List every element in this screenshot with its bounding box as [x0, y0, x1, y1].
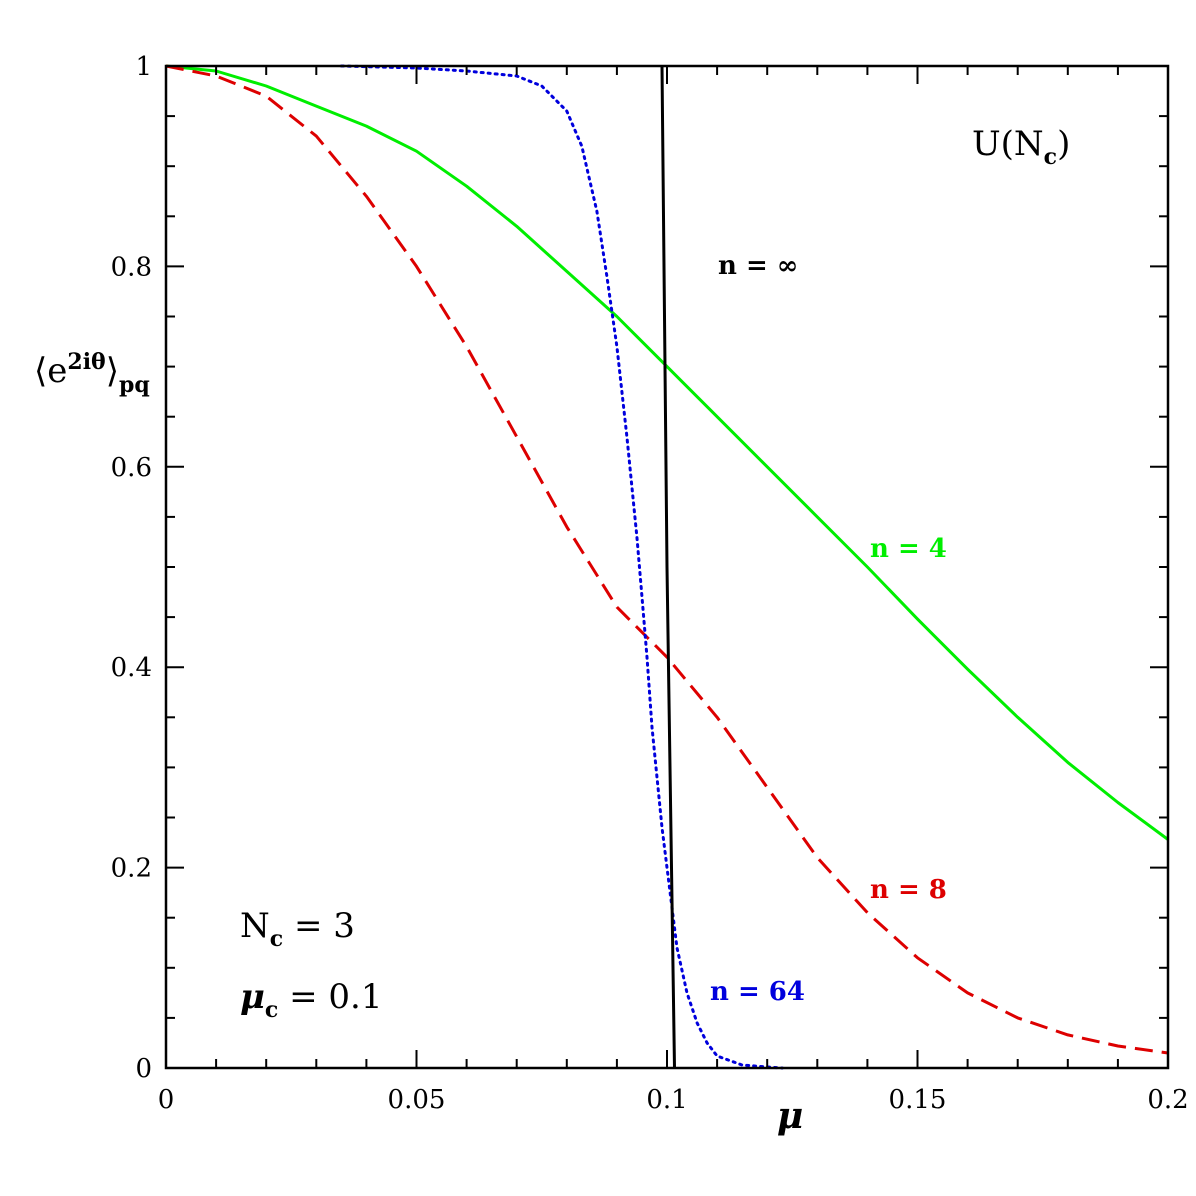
label-n-4: n = 4	[870, 534, 947, 564]
label-nc: Nc = 3	[240, 906, 355, 952]
tick-labels: 0 0.05 0.1 0.15 0.2 0 0.2 0.4 0.6 0.8 1	[111, 52, 1189, 1115]
y-tick-label: 0.4	[111, 653, 152, 683]
label-muc-sub: c	[265, 997, 278, 1023]
series-line-0	[165, 64, 1169, 841]
series-layer	[165, 64, 1169, 1070]
y-axis-title-sub: pq	[119, 372, 150, 398]
plot-frame	[164, 64, 1170, 1070]
y-tick-label: 1	[135, 52, 152, 82]
label-muc-rest: = 0.1	[278, 977, 382, 1017]
label-nc-sub: c	[270, 926, 283, 952]
y-axis-title-open: ⟨	[34, 351, 47, 391]
label-nc-rest: = 3	[283, 906, 355, 946]
x-tick-label: 0.05	[388, 1085, 446, 1115]
y-tick-label: 0	[135, 1054, 152, 1084]
x-tick-label: 0.2	[1147, 1085, 1188, 1115]
group-label-text: U(N	[972, 124, 1044, 164]
group-label-close: )	[1057, 124, 1070, 164]
y-tick-label: 0.8	[111, 252, 152, 282]
y-tick-label: 0.2	[111, 854, 152, 884]
series-line-2	[339, 64, 784, 1070]
group-label: U(Nc)	[972, 124, 1070, 170]
y-axis-title: ⟨e2iθ⟩pq	[34, 349, 150, 398]
group-label-sub: c	[1044, 144, 1057, 170]
y-axis-title-base: e	[47, 351, 67, 391]
y-axis-title-close: ⟩	[106, 351, 119, 391]
x-tick-label: 0.15	[889, 1085, 947, 1115]
series-line-3	[660, 65, 676, 1069]
x-tick-label: 0.1	[646, 1085, 687, 1115]
x-axis-title: μ	[777, 1095, 803, 1137]
y-axis-title-sup: 2iθ	[67, 349, 105, 375]
label-n-64: n = 64	[710, 977, 805, 1007]
y-tick-label: 0.6	[111, 453, 152, 483]
label-muc: μc = 0.1	[240, 977, 382, 1023]
label-nc-base: N	[240, 906, 270, 946]
label-muc-base: μ	[240, 977, 265, 1017]
label-n-8: n = 8	[870, 875, 947, 905]
label-n-infinity: n = ∞	[718, 251, 798, 281]
x-tick-label: 0	[158, 1085, 175, 1115]
